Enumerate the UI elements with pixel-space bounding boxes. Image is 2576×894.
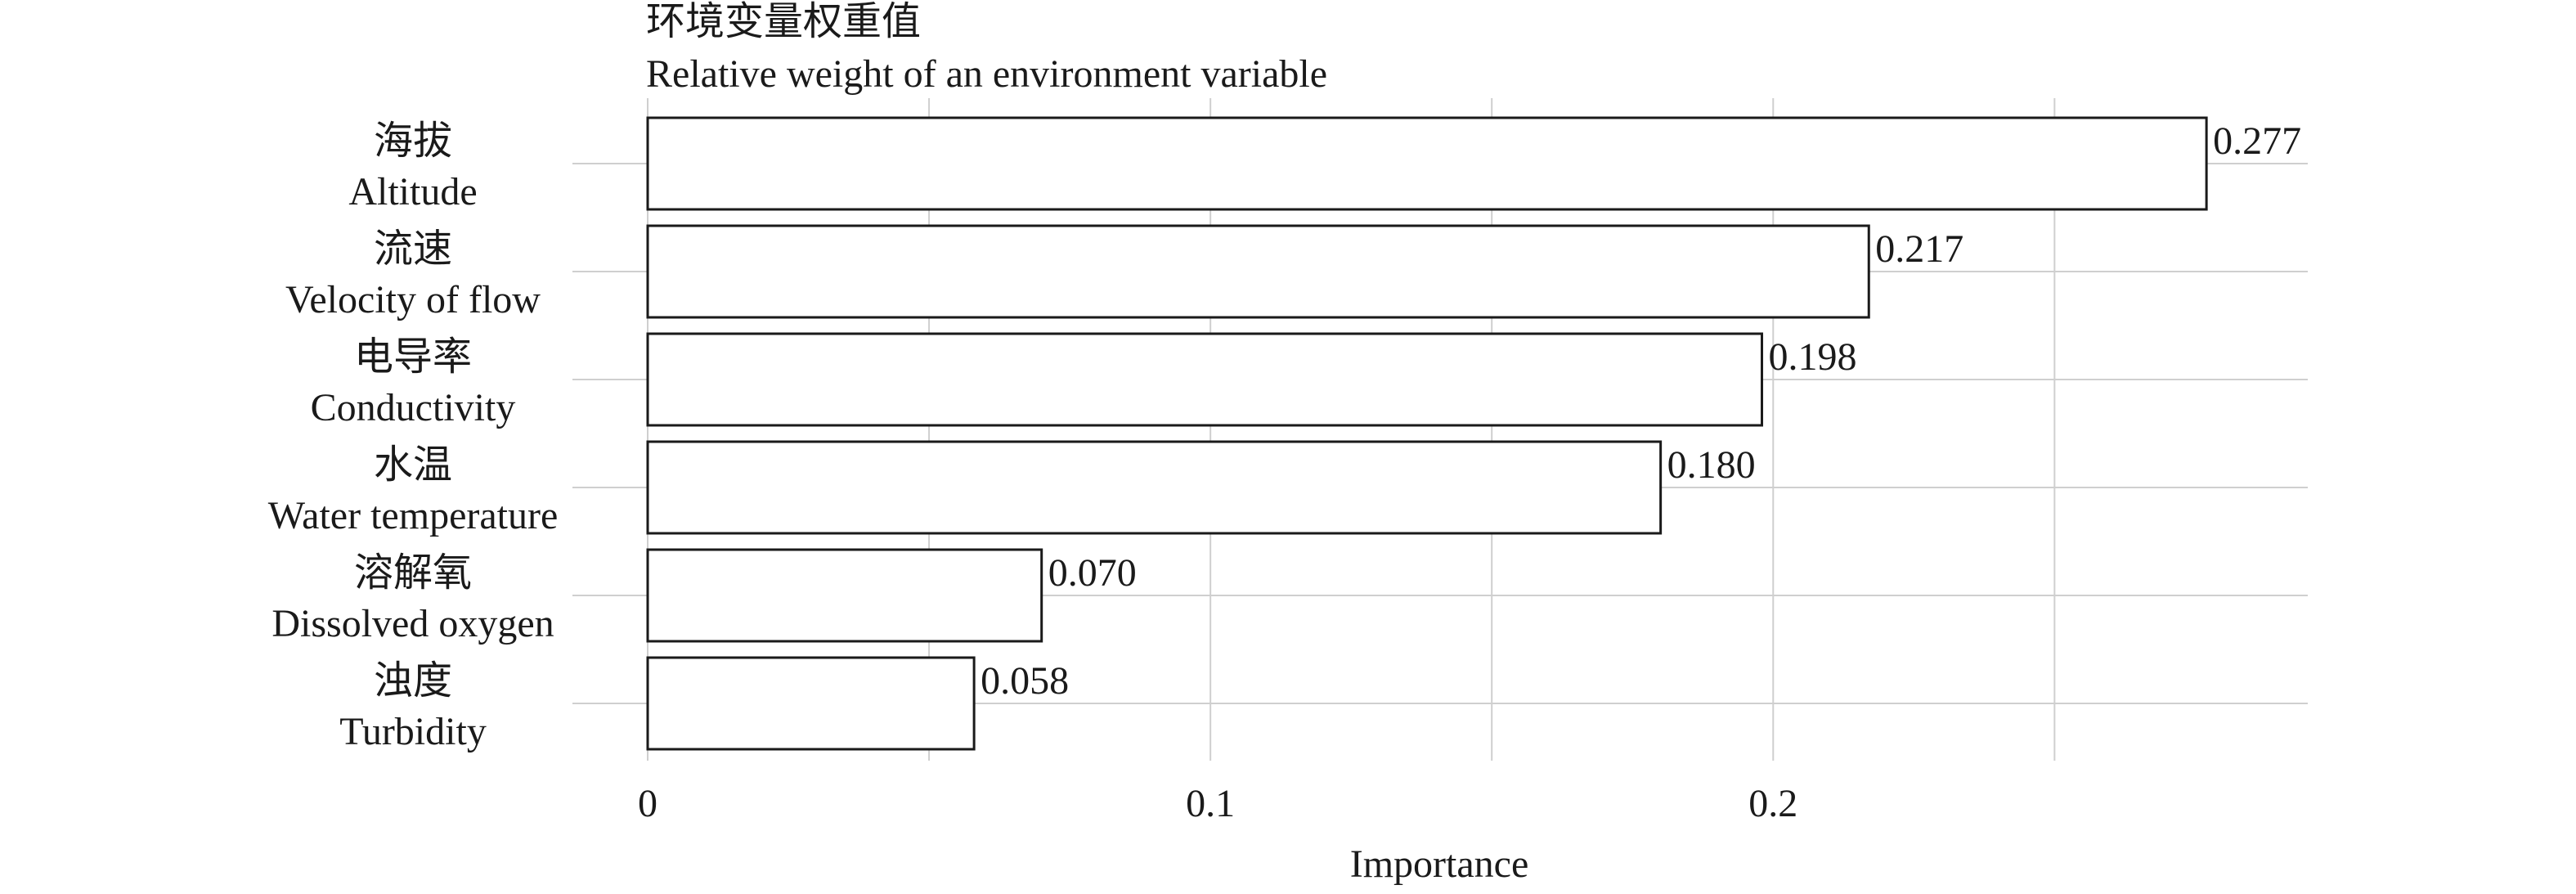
category-label-en: Dissolved oxygen xyxy=(272,602,554,645)
category-label-zh: 水温 xyxy=(374,443,452,487)
data-label: 0.277 xyxy=(2213,119,2301,163)
category-label-zh: 浊度 xyxy=(374,659,452,703)
category-label-zh: 海拔 xyxy=(374,119,452,163)
x-tick-label: 0.2 xyxy=(1748,782,1797,825)
category-label-zh: 流速 xyxy=(374,227,452,271)
data-label: 0.198 xyxy=(1769,335,1857,379)
data-label: 0.180 xyxy=(1667,443,1756,487)
category-label-en: Conductivity xyxy=(311,386,516,429)
data-label: 0.217 xyxy=(1875,227,1963,271)
category-label-en: Turbidity xyxy=(339,710,487,753)
x-tick-label: 0.1 xyxy=(1186,782,1235,825)
x-axis-ticks: 0 0.1 0.2 xyxy=(638,782,1797,825)
chart-title-en: Relative weight of an environment variab… xyxy=(646,52,1327,96)
bar xyxy=(646,224,1870,319)
bar xyxy=(646,548,1043,643)
bar xyxy=(646,656,976,751)
category-label-en: Water temperature xyxy=(268,494,559,537)
x-tick-label: 0 xyxy=(638,782,657,825)
chart-title-zh: 环境变量权重值 xyxy=(646,0,921,43)
bars: 0.277 0.217 0.198 0.180 0.070 0.058 xyxy=(646,116,2301,751)
bar xyxy=(646,116,2208,211)
data-label: 0.070 xyxy=(1048,551,1137,595)
category-labels: 海拔 Altitude 流速 Velocity of flow 电导率 Conductiv… xyxy=(268,119,559,753)
category-label-en: Altitude xyxy=(348,170,477,213)
bar xyxy=(646,440,1663,535)
category-label-en: Velocity of flow xyxy=(285,278,541,321)
bar xyxy=(646,332,1764,427)
category-label-zh: 电导率 xyxy=(354,335,472,379)
x-axis-label: Importance xyxy=(1350,842,1529,886)
category-label-zh: 溶解氧 xyxy=(354,551,472,595)
data-label: 0.058 xyxy=(981,659,1069,703)
